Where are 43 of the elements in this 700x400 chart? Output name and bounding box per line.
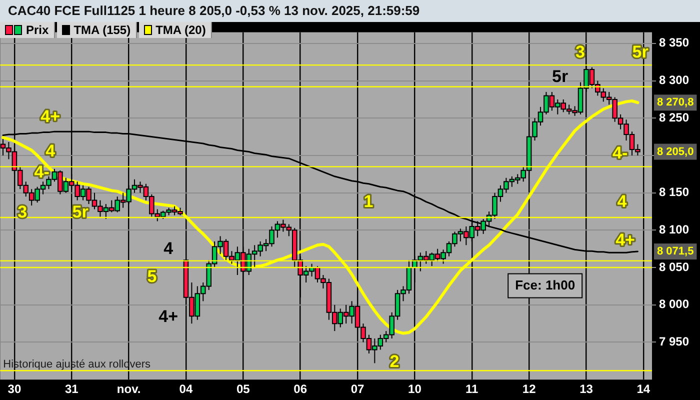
annotation: 4-: [34, 162, 50, 182]
chart-title: CAC40 FCE Full1125 1 heure 8 205,0 -0,53 % 13 nov. 2025, 21:59:59: [0, 0, 700, 22]
y-tick-label: 8 350: [659, 36, 690, 50]
x-tick-label: 05: [236, 382, 250, 396]
x-tick-label: 11: [466, 382, 479, 396]
annotation: 4+: [616, 230, 636, 250]
y-tick-label: 8 300: [659, 73, 690, 88]
annotation: 5: [147, 266, 157, 286]
legend-label: TMA (155): [74, 23, 131, 37]
y-tick-label: 8 150: [659, 185, 690, 200]
annotation: 4: [164, 239, 174, 258]
x-tick-label: 12: [522, 382, 536, 396]
x-tick-label: 13: [580, 382, 594, 396]
x-tick-label: 06: [294, 382, 308, 396]
annotation: 4: [617, 192, 628, 212]
y-tick-label: 8 250: [659, 110, 690, 124]
annotation: 8 071,5: [657, 246, 694, 258]
annotation: 5r: [72, 202, 89, 222]
y-tick-label: 8 100: [659, 222, 690, 236]
y-tick-label: 8 050: [659, 260, 690, 274]
annotation: 1: [364, 192, 374, 212]
x-tick-label: 04: [179, 382, 193, 396]
annotation: 3: [576, 42, 586, 62]
annotation: 4+: [40, 107, 60, 126]
x-tick-label: 14: [636, 382, 650, 396]
annotation: 8 205,0: [657, 146, 694, 158]
y-tick-label: 8 000: [659, 297, 690, 312]
legend-label: Prix: [26, 23, 49, 37]
annotation: 4-: [612, 143, 628, 162]
x-tick-label: 10: [408, 382, 422, 396]
x-tick-label: 31: [64, 382, 79, 396]
y-tick-label: 7 950: [659, 334, 690, 349]
annotation: 2: [390, 352, 400, 371]
annotation: Fce: 1h00: [515, 277, 576, 292]
annotation: 3: [18, 202, 28, 222]
annotation: 4: [46, 142, 56, 161]
annotation: 5r: [552, 67, 569, 86]
x-tick-label: 30: [8, 382, 22, 396]
x-tick-label: nov.: [116, 382, 141, 396]
annotation: 8 270,8: [657, 96, 694, 109]
legend-label: TMA (20): [156, 23, 206, 37]
annotation: 4+: [158, 306, 178, 326]
x-tick-label: 07: [350, 382, 365, 396]
